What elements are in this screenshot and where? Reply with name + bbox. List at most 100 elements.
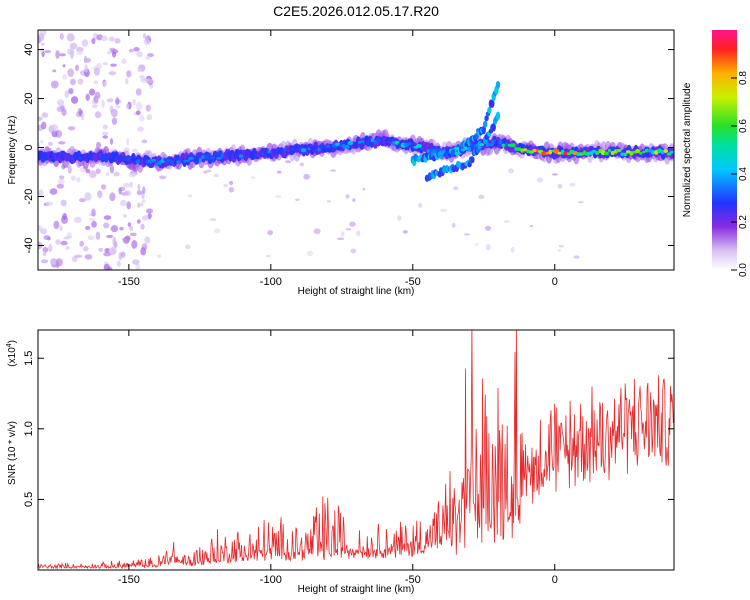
noise-blob [65, 246, 70, 250]
noise-blob [120, 199, 127, 207]
ridge-core [432, 149, 437, 154]
noise-blob [108, 71, 117, 76]
ridge-core [150, 158, 157, 162]
spectrogram-x-ticks: -150 -100 -50 0 [118, 30, 558, 288]
noise-blob [345, 194, 350, 199]
ridge-core [317, 147, 321, 152]
ridge-core [620, 152, 624, 157]
colorbar-tick-label: 0.8 [738, 71, 749, 85]
noise-blob [66, 232, 72, 239]
branch-blob [470, 156, 475, 164]
ridge-core [170, 160, 175, 165]
noise-blob [77, 78, 84, 85]
noise-blob [303, 173, 310, 180]
noise-blob [85, 168, 91, 174]
noise-blob [100, 184, 107, 190]
noise-blob [96, 141, 101, 149]
ridge-core [166, 159, 172, 163]
noise-blob [145, 104, 151, 112]
noise-blob [135, 110, 141, 116]
noise-blob [326, 200, 332, 203]
ridge-core [119, 156, 126, 162]
y-tick-label: 20 [23, 92, 35, 104]
noise-blob [349, 221, 356, 227]
ridge-core [545, 151, 549, 155]
noise-blob [103, 251, 111, 257]
noise-blob [91, 208, 96, 217]
noise-blob [140, 77, 148, 83]
noise-blob [142, 215, 149, 221]
noise-blob [484, 225, 492, 231]
ridge-core [267, 150, 271, 154]
noise-blob [41, 121, 47, 130]
noise-blob [81, 39, 89, 47]
noise-blob [38, 189, 44, 198]
noise-blob [137, 183, 141, 191]
noise-blob [463, 233, 470, 236]
noise-blob [132, 259, 140, 265]
noise-blob [113, 241, 118, 248]
ridge-core [300, 148, 307, 153]
noise-blob [139, 114, 145, 122]
noise-blob [74, 254, 83, 258]
noise-blob [206, 169, 212, 173]
noise-blob [141, 199, 146, 204]
noise-blob [140, 223, 145, 230]
noise-blob [285, 160, 292, 164]
noise-blob [133, 47, 140, 52]
ridge-core [173, 159, 177, 164]
noise-blob [146, 114, 153, 121]
noise-blob [87, 235, 95, 241]
noise-blob [295, 198, 300, 201]
noise-blob [48, 244, 53, 252]
ridge-core [453, 146, 460, 151]
branch-blob [483, 120, 488, 128]
ridge-core [486, 142, 490, 147]
noise-blob [76, 46, 84, 53]
noise-blob [123, 214, 127, 218]
x-tick-label: -150 [118, 276, 140, 288]
noise-blob [67, 68, 74, 77]
noise-blob [114, 38, 121, 44]
noise-blob [478, 194, 485, 200]
ridge-core [610, 151, 615, 155]
noise-blob [40, 42, 45, 46]
ridge-core [444, 151, 450, 155]
noise-blob [126, 137, 130, 146]
noise-blob [67, 48, 75, 56]
noise-blob [558, 244, 564, 248]
noise-blob [103, 215, 112, 221]
noise-blob [131, 240, 138, 249]
ridge-core [263, 150, 269, 154]
colorbar-tick-label: 0.0 [738, 263, 749, 277]
ridge-core [498, 139, 503, 145]
noise-blob [451, 222, 456, 228]
noise-blob [126, 70, 132, 78]
ridge-core [501, 143, 506, 148]
ridge-core [325, 144, 332, 149]
noise-blob [93, 80, 99, 85]
noise-blob [93, 67, 100, 76]
spectrogram-y-ticks: -40 -20 0 20 40 [23, 43, 674, 253]
noise-blob [356, 230, 361, 237]
noise-blob [53, 220, 60, 230]
branch-blob [490, 99, 495, 108]
x-tick-label: -100 [260, 574, 282, 586]
spectrogram-y-axis-label: Frequency (Hz) [7, 116, 18, 185]
ridge-core [509, 143, 516, 148]
noise-blob [137, 219, 141, 224]
ridge-core [578, 152, 585, 156]
ridge-core [370, 138, 374, 143]
noise-blob [529, 225, 534, 228]
noise-blob [102, 124, 108, 130]
ridge-core [639, 151, 643, 155]
noise-blob [76, 177, 81, 183]
noise-blob [101, 131, 109, 136]
noise-blob [73, 216, 82, 223]
noise-blob [145, 55, 151, 60]
ridge-core [466, 146, 472, 152]
noise-blob [557, 183, 563, 189]
noise-blob [145, 208, 154, 214]
noise-blob [60, 199, 67, 207]
ridge-core [607, 148, 612, 153]
